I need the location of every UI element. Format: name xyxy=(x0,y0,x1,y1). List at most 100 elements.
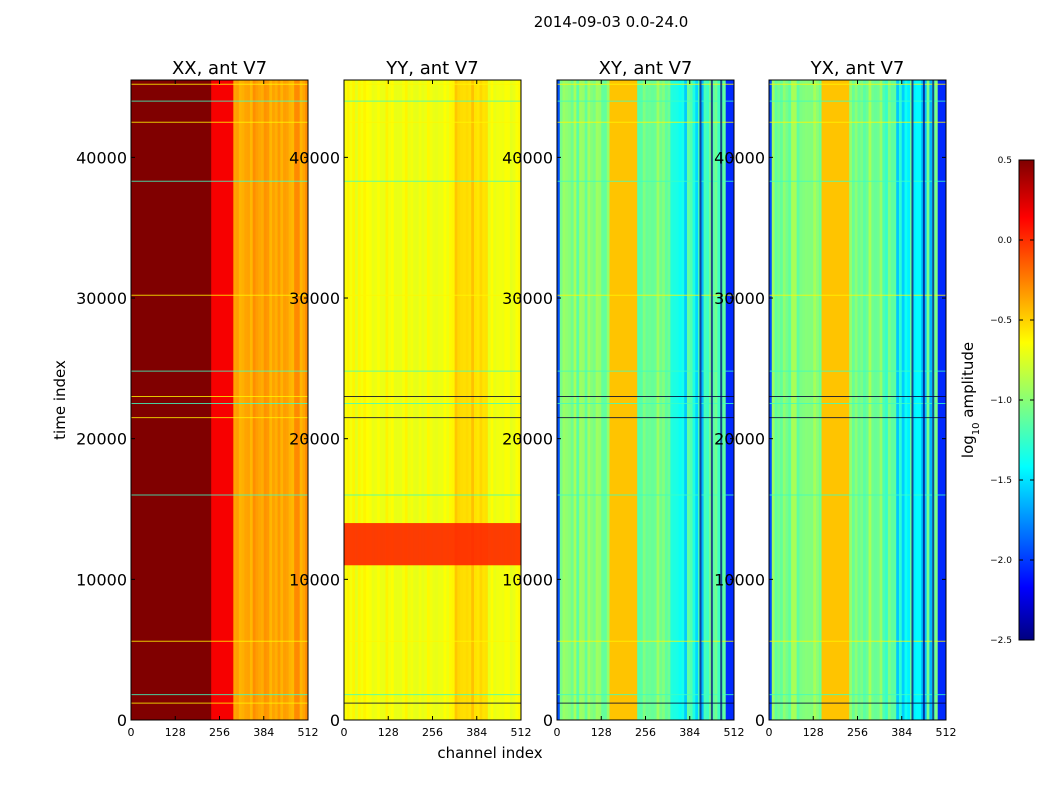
y-tick-label: 20000 xyxy=(76,430,127,449)
heatmap-column xyxy=(485,80,489,720)
heatmap-column xyxy=(396,80,400,720)
heatmap-column xyxy=(728,80,732,720)
heatmap-column xyxy=(634,80,638,720)
heatmap-column xyxy=(943,80,946,720)
heatmap-column xyxy=(810,80,814,720)
heatmap-column xyxy=(155,80,160,720)
heatmap-column xyxy=(651,80,655,720)
heatmap-column xyxy=(446,80,450,720)
heatmap-column xyxy=(703,80,707,720)
heatmap-yy xyxy=(344,80,521,720)
heatmap-column xyxy=(857,80,861,720)
heatmap-band xyxy=(344,523,521,566)
heatmap-column xyxy=(172,80,176,720)
heatmap-column xyxy=(169,80,174,720)
heatmap-column xyxy=(573,80,577,720)
heatmap-column xyxy=(368,80,373,720)
heatmap-column xyxy=(700,80,705,720)
heatmap-column xyxy=(557,80,561,720)
heatmap-column xyxy=(559,80,564,720)
heatmap-column xyxy=(771,80,776,720)
heatmap-column xyxy=(821,80,825,720)
heatmap-column xyxy=(377,80,381,720)
heatmap-column xyxy=(678,80,683,720)
heatmap-column xyxy=(180,80,185,720)
heatmap-column xyxy=(421,80,425,720)
heatmap-column xyxy=(131,80,135,720)
heatmap-column xyxy=(590,80,594,720)
heatmap-column xyxy=(612,80,616,720)
heatmap-column xyxy=(202,80,207,720)
heatmap-column xyxy=(934,80,939,720)
heatmap-column xyxy=(782,80,787,720)
heatmap-column xyxy=(385,80,389,720)
x-axis-label: channel index xyxy=(437,744,542,762)
heatmap-column xyxy=(849,80,853,720)
heatmap-column xyxy=(642,80,647,720)
heatmap-column xyxy=(280,80,284,720)
heatmap-column xyxy=(208,80,212,720)
heatmap-column xyxy=(929,80,933,720)
x-tick-label: 512 xyxy=(724,726,745,739)
heatmap-column xyxy=(793,80,798,720)
heatmap-column xyxy=(471,80,475,720)
x-tick-label: 0 xyxy=(766,726,773,739)
heatmap-column xyxy=(829,80,834,720)
x-tick-label: 256 xyxy=(209,726,230,739)
y-tick-label: 20000 xyxy=(714,430,765,449)
x-tick-label: 128 xyxy=(591,726,612,739)
heatmap-column xyxy=(818,80,823,720)
y-tick-label: 40000 xyxy=(502,148,553,167)
heatmap-column xyxy=(468,80,472,720)
heatmap-column xyxy=(147,80,151,720)
heatmap-column xyxy=(601,80,605,720)
heatmap-column xyxy=(136,80,140,720)
heatmap-column xyxy=(399,80,403,720)
heatmap-column xyxy=(824,80,828,720)
heatmap-column xyxy=(349,80,353,720)
heatmap-column xyxy=(840,80,845,720)
colorbar-tick-label: 0.0 xyxy=(998,236,1013,246)
y-tick-label: 20000 xyxy=(289,430,340,449)
heatmap-column xyxy=(360,80,364,720)
y-tick-label: 0 xyxy=(755,711,765,730)
heatmap-column xyxy=(518,80,521,720)
y-axis-label: time index xyxy=(51,360,69,440)
heatmap-column xyxy=(382,80,387,720)
heatmap-column xyxy=(476,80,481,720)
x-tick-label: 128 xyxy=(803,726,824,739)
heatmap-column xyxy=(885,80,889,720)
heatmap-column xyxy=(150,80,154,720)
heatmap-column xyxy=(565,80,569,720)
heatmap-column xyxy=(711,80,716,720)
colorbar-tick-label: −2.5 xyxy=(990,636,1012,646)
heatmap-column xyxy=(667,80,671,720)
heatmap-column xyxy=(874,80,878,720)
heatmap-column xyxy=(283,80,287,720)
heatmap-column xyxy=(241,80,245,720)
heatmap-column xyxy=(438,80,442,720)
heatmap-column xyxy=(887,80,892,720)
heatmap-column xyxy=(493,80,497,720)
heatmap-column xyxy=(854,80,859,720)
heatmap-column xyxy=(804,80,809,720)
figure-title: 2014-09-03 0.0-24.0 xyxy=(534,13,689,31)
heatmap-column xyxy=(868,80,872,720)
heatmap-column xyxy=(219,80,223,720)
heatmap-column xyxy=(799,80,803,720)
heatmap-column xyxy=(211,80,215,720)
heatmap-column xyxy=(709,80,713,720)
heatmap-column xyxy=(449,80,453,720)
heatmap-column xyxy=(656,80,660,720)
heatmap-column xyxy=(249,80,254,720)
heatmap-column xyxy=(689,80,694,720)
y-tick-label: 30000 xyxy=(502,289,553,308)
heatmap-column xyxy=(865,80,870,720)
x-tick-label: 0 xyxy=(554,726,561,739)
heatmap-column xyxy=(490,80,494,720)
heatmap-column xyxy=(451,80,456,720)
heatmap-column xyxy=(846,80,850,720)
y-tick-label: 0 xyxy=(330,711,340,730)
heatmap-column xyxy=(454,80,458,720)
heatmap-column xyxy=(429,80,434,720)
